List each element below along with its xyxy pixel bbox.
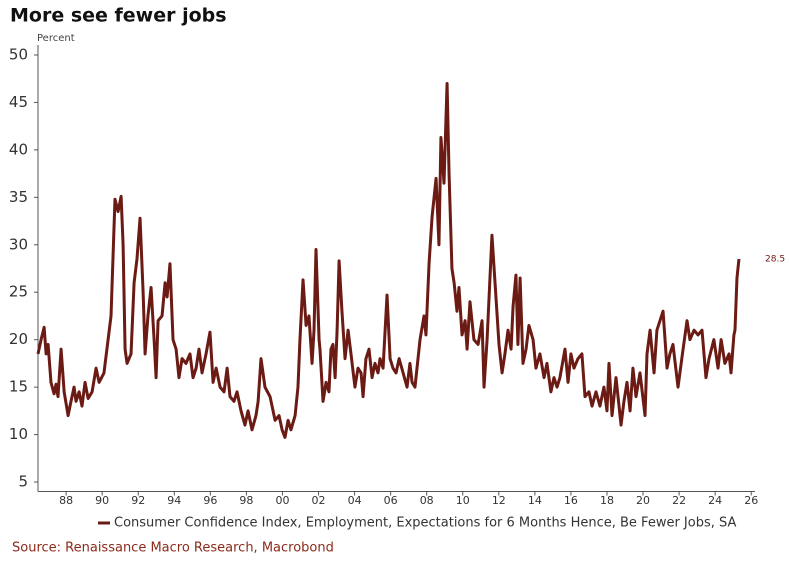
- x-tick-label: 16: [564, 494, 578, 507]
- x-tick-label: 18: [600, 494, 614, 507]
- y-tick-label: 50: [9, 45, 28, 63]
- x-tick-label: 14: [528, 494, 542, 507]
- x-tick-label: 08: [420, 494, 434, 507]
- x-tick-label: 06: [384, 494, 398, 507]
- x-tick-label: 00: [275, 494, 289, 507]
- y-tick-label: 20: [9, 330, 28, 348]
- x-tick-label: 22: [672, 494, 686, 507]
- y-tick-label: 35: [9, 188, 28, 206]
- y-tick-label: 5: [18, 473, 28, 491]
- last-value-label: 28.5: [765, 255, 785, 265]
- x-tick-label: 12: [492, 494, 506, 507]
- x-tick-label: 10: [456, 494, 470, 507]
- y-tick-label: 30: [9, 235, 28, 253]
- x-tick-label: 24: [708, 494, 722, 507]
- x-tick-label: 90: [95, 494, 109, 507]
- y-tick-label: 40: [9, 140, 28, 158]
- x-tick-label: 92: [131, 494, 145, 507]
- series-line: [36, 81, 741, 439]
- x-tick-label: 96: [203, 494, 217, 507]
- y-tick-label: 25: [9, 283, 28, 301]
- y-tick-label: 10: [9, 425, 28, 443]
- legend-label: Consumer Confidence Index, Employment, E…: [114, 516, 737, 531]
- x-tick-label: 88: [59, 494, 73, 507]
- y-tick-label: 45: [9, 93, 28, 111]
- x-tick-label: 94: [167, 494, 181, 507]
- x-tick-label: 04: [348, 494, 362, 507]
- x-tick-label: 20: [636, 494, 650, 507]
- source-note: Source: Renaissance Macro Research, Macr…: [12, 541, 334, 556]
- x-tick-label: 98: [239, 494, 253, 507]
- chart-title: More see fewer jobs: [10, 5, 227, 27]
- y-axis-label: Percent: [37, 33, 75, 44]
- y-tick-label: 15: [9, 378, 28, 396]
- x-tick-label: 02: [312, 494, 326, 507]
- x-tick-label: 26: [744, 494, 758, 507]
